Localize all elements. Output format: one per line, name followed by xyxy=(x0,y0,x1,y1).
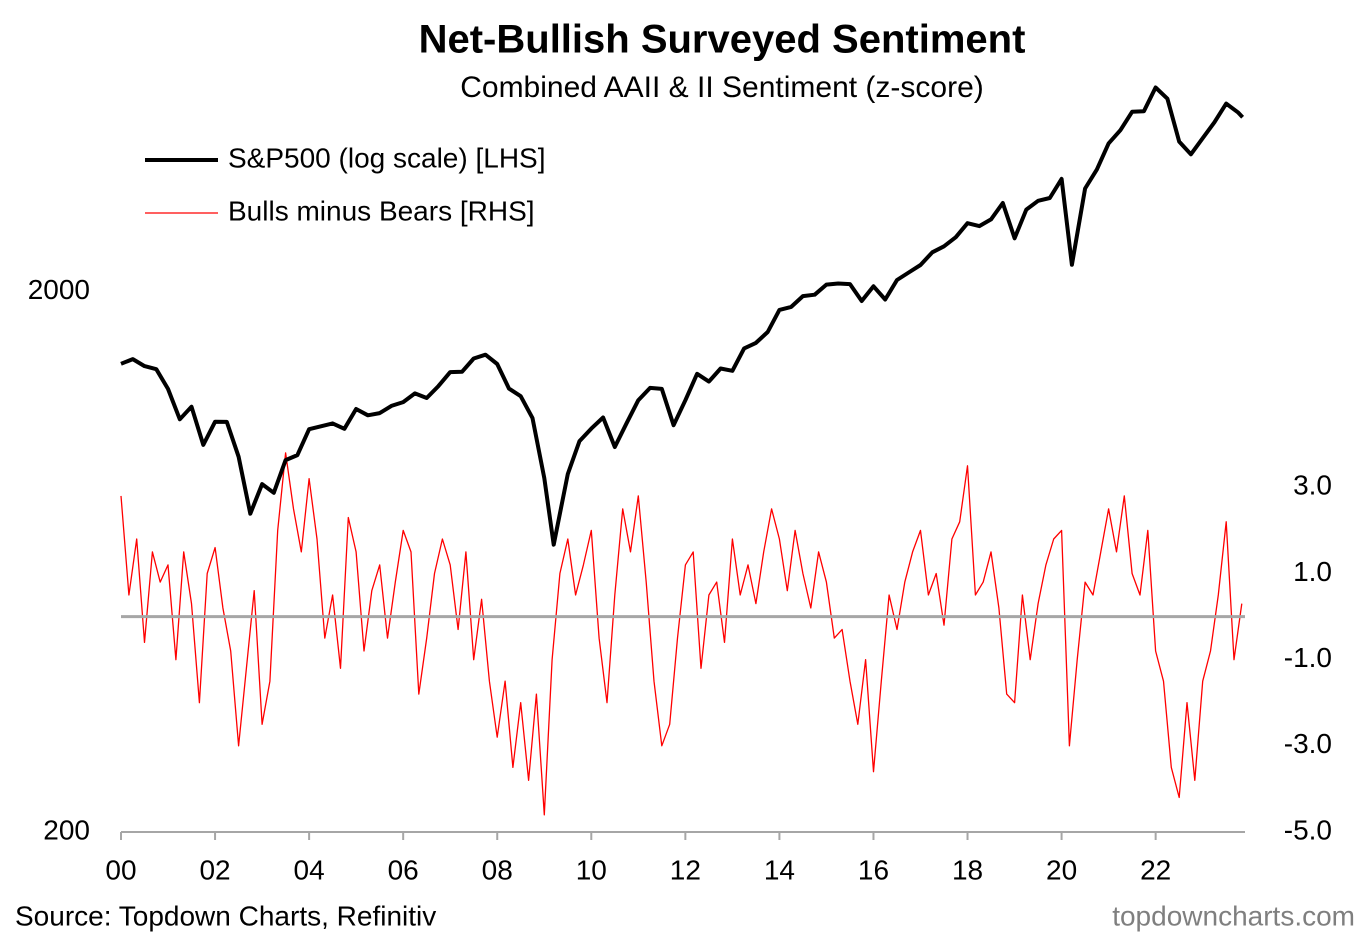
watermark: topdowncharts.com xyxy=(1112,900,1355,931)
x-tick-label: 22 xyxy=(1140,854,1171,885)
x-tick-label: 06 xyxy=(388,854,419,885)
y2-tick-label: -1.0 xyxy=(1284,642,1332,673)
y2-tick-label: -5.0 xyxy=(1284,814,1332,845)
series-line xyxy=(120,452,1243,816)
chart-title: Net-Bullish Surveyed Sentiment xyxy=(419,18,1026,62)
x-tick-label: 14 xyxy=(764,854,795,885)
y-tick-label: 200 xyxy=(43,814,90,845)
y2-tick-label: 1.0 xyxy=(1293,556,1332,587)
x-tick-label: 02 xyxy=(199,854,230,885)
x-tick-label: 12 xyxy=(670,854,701,885)
x-tick-label: 00 xyxy=(105,854,136,885)
series-line xyxy=(120,85,1245,547)
x-tick-label: 04 xyxy=(294,854,325,885)
x-tick-label: 20 xyxy=(1046,854,1077,885)
source: Source: Topdown Charts, Refinitiv xyxy=(15,900,436,931)
legend-label: S&P500 (log scale) [LHS] xyxy=(228,142,546,173)
x-tick-label: 10 xyxy=(576,854,607,885)
chart-subtitle: Combined AAII & II Sentiment (z-score) xyxy=(460,71,984,104)
x-tick-label: 08 xyxy=(482,854,513,885)
y2-tick-label: -3.0 xyxy=(1284,728,1332,759)
y-tick-label: 2000 xyxy=(28,274,90,305)
x-tick-label: 18 xyxy=(952,854,983,885)
legend-label: Bulls minus Bears [RHS] xyxy=(228,195,535,226)
y2-tick-label: 3.0 xyxy=(1293,470,1332,501)
x-tick-label: 16 xyxy=(858,854,889,885)
